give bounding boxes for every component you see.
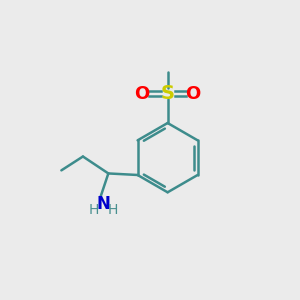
Text: O: O (135, 85, 150, 103)
Text: S: S (160, 84, 175, 103)
Text: H: H (108, 203, 118, 218)
Text: H: H (88, 203, 99, 218)
Text: O: O (185, 85, 201, 103)
Text: N: N (96, 195, 110, 213)
